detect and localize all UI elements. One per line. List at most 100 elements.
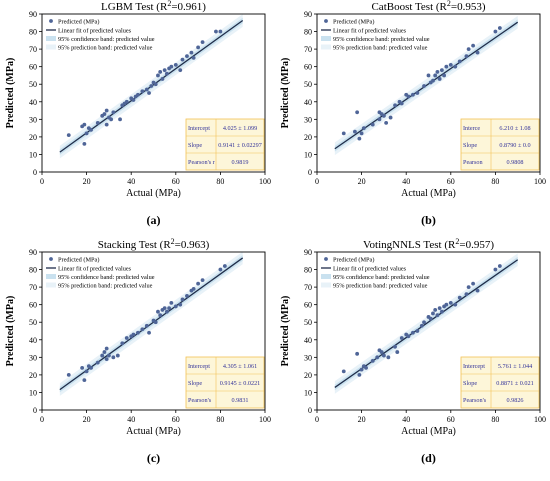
chart-lgbm: LGBM Test (R2=0.961) 0 20 40 60 80 100 0 10 20 30 4… <box>5 0 271 227</box>
data-point <box>437 77 442 81</box>
data-point <box>222 264 227 268</box>
legend-marker-confidence <box>321 274 331 279</box>
data-point <box>156 309 160 314</box>
chart-title-suffix: =0.957) <box>459 239 494 251</box>
legend-label-prediction: 95% prediction band: predicted value <box>58 283 153 290</box>
data-point <box>437 306 442 311</box>
data-point <box>422 320 426 325</box>
y-tick-label: 80 <box>29 266 37 275</box>
x-tick-label: 100 <box>259 415 271 424</box>
legend-label-prediction: 95% prediction band: predicted value <box>58 45 153 52</box>
panel-c: Stacking Test (R2=0.963) 0 20 40 60 80 100 0 10 2… <box>0 237 275 476</box>
data-point <box>196 45 201 50</box>
data-point <box>475 288 480 293</box>
stats-box: Intercept 4.305 ± 1.061 Slope 0.9145 ± 0.02… <box>185 356 265 409</box>
data-point <box>89 127 93 132</box>
chart-title: VotingNNLS Test (R2=0.957) <box>363 238 494 251</box>
data-point <box>435 313 440 318</box>
data-point <box>379 350 384 354</box>
data-point <box>218 267 223 272</box>
data-point <box>464 292 469 297</box>
data-point <box>393 103 397 108</box>
chart-title-prefix: VotingNNLS Test (R <box>363 239 456 251</box>
x-tick-label: 0 <box>315 415 319 424</box>
y-tick-label: 50 <box>304 318 312 327</box>
legend: Predicted (MPa) Linear fit of predicted v… <box>46 19 155 52</box>
data-point <box>433 73 438 78</box>
data-point <box>444 302 449 307</box>
stats-value: 6.210 ± 1.08 <box>499 125 530 132</box>
x-axis-label: Actual (MPa) <box>126 426 181 437</box>
y-tick-label: 10 <box>29 150 37 159</box>
stats-box-frame <box>460 356 540 409</box>
legend-marker-confidence <box>46 274 56 279</box>
stats-value: 0.9826 <box>506 397 523 404</box>
legend-label-fit: Linear fit of predicted values <box>333 266 407 273</box>
x-tick-label: 0 <box>315 177 319 186</box>
stats-box-frame <box>185 118 265 171</box>
y-tick-label: 90 <box>304 10 312 19</box>
legend-marker-predicted <box>49 19 53 23</box>
data-point <box>169 64 174 69</box>
x-tick-label: 40 <box>127 177 135 186</box>
y-tick-label: 70 <box>304 45 312 54</box>
legend-label-prediction: 95% prediction band: predicted value <box>333 283 428 290</box>
stats-label: Intercept <box>188 125 210 132</box>
data-point <box>102 350 107 354</box>
x-tick-label: 80 <box>216 177 224 186</box>
legend-label-predicted: Predicted (MPa) <box>58 257 99 264</box>
y-tick-label: 50 <box>29 318 37 327</box>
legend-label-confidence: 95% confidence band: predicted value <box>58 36 155 43</box>
y-tick-label: 40 <box>304 336 312 345</box>
y-tick-label: 10 <box>304 150 312 159</box>
chart-title-sup: 2 <box>167 0 171 8</box>
x-tick-label: 40 <box>402 415 410 424</box>
legend-label-fit: Linear fit of predicted values <box>333 28 407 35</box>
data-point <box>200 40 205 44</box>
data-point <box>66 372 71 377</box>
legend-marker-predicted <box>324 257 328 261</box>
data-point <box>164 71 169 76</box>
x-axis-label: Actual (MPa) <box>126 188 181 199</box>
plot-frame <box>41 13 266 173</box>
y-tick-label: 60 <box>304 301 312 310</box>
data-point <box>147 91 151 95</box>
chart-catboost: CatBoost Test (R2=0.953) 0 20 40 60 80 100 0 10 2… <box>280 0 546 227</box>
chart-title-suffix: =0.961) <box>171 1 206 13</box>
stats-label: Intercept <box>188 363 210 370</box>
data-point <box>84 131 89 136</box>
data-point <box>104 108 109 113</box>
data-point <box>156 73 160 78</box>
data-point <box>382 113 386 118</box>
data-point <box>364 365 368 370</box>
data-point <box>89 365 93 370</box>
y-tick-label: 40 <box>29 98 37 107</box>
data-point <box>162 306 167 311</box>
data-point <box>144 87 149 92</box>
y-tick-label: 80 <box>304 266 312 275</box>
data-point <box>370 358 375 363</box>
data-point <box>147 330 151 335</box>
stats-value: 0.8871 ± 0.021 <box>496 380 533 387</box>
data-point <box>167 306 172 311</box>
legend-marker-prediction <box>321 44 331 50</box>
data-point <box>124 336 129 340</box>
data-point <box>169 301 174 305</box>
y-tick-label: 10 <box>29 388 37 397</box>
stats-value: 0.9831 <box>231 397 248 404</box>
legend-marker-predicted <box>324 19 328 23</box>
data-point <box>431 78 435 83</box>
data-point <box>399 336 404 340</box>
data-point <box>422 84 426 88</box>
data-point <box>82 122 87 127</box>
data-point <box>439 68 444 73</box>
data-point <box>131 332 136 337</box>
data-point <box>448 63 453 67</box>
data-point <box>178 68 183 73</box>
data-point <box>118 117 122 122</box>
data-point <box>131 98 136 102</box>
data-point <box>191 286 196 291</box>
x-tick-label: 40 <box>402 177 410 186</box>
y-tick-label: 80 <box>304 28 312 37</box>
legend: Predicted (MPa) Linear fit of predicted v… <box>321 19 430 52</box>
